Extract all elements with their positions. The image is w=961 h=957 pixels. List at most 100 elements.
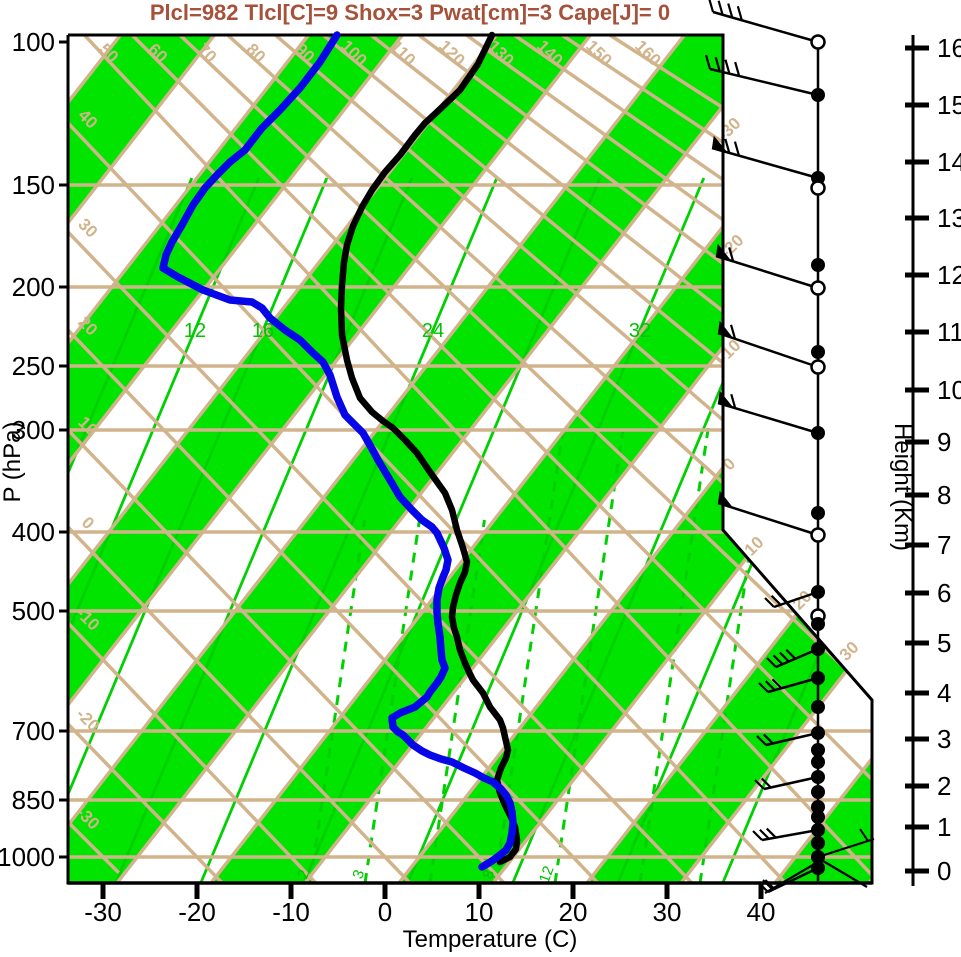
dry-adiabat-line [68,799,120,874]
wind-station-circle [810,34,826,50]
dewpoint-curve [159,31,517,871]
wind-barb-shaft [817,837,875,859]
mixing-ratio-label: 3 [349,868,368,882]
pressure-tick-label: 700 [12,716,55,746]
height-tick-label: 2 [937,771,951,801]
height-tick-label: 4 [937,678,951,708]
wind-barb-shaft [817,857,868,888]
wind-station-dot [811,506,825,520]
isotherm-label: 30 [836,638,863,665]
moist-adiabat-label: 12 [184,320,206,342]
wind-barb-tick [777,592,789,604]
wind-barb-flag [716,243,732,261]
wind-station-dot [811,617,825,631]
wind-barb-shaft [715,254,819,290]
wind-station-dot [811,642,825,656]
dry-adiabat-label: 120 [435,36,468,69]
wind-barb-tick [729,324,737,340]
wind-station-dot [811,700,825,714]
wind-barb-tick [779,651,790,663]
wind-barb-flag [718,390,734,408]
height-tick-label: 5 [937,628,951,658]
dry-adiabat-label: 30 [74,215,101,242]
isotherm-band [587,35,872,883]
dry-adiabat-line [68,35,872,883]
temperature-tick-label: 10 [465,897,494,927]
wind-station-circle [810,280,826,296]
height-tick-label: 8 [937,480,951,510]
moist-adiabat-label: 32 [629,320,651,342]
wind-barb-tick [764,879,776,890]
pressure-tick-label: 150 [12,170,55,200]
wind-barb-tick [736,5,743,21]
temperature-tick-label: 40 [747,897,776,927]
wind-barb-tick [708,0,715,13]
height-tick-label: 6 [937,578,951,608]
wind-station-dot [811,810,825,824]
isotherm-line [68,35,216,883]
isotherm-band [68,35,779,883]
wind-barb-tick [764,597,775,608]
dry-adiabat-line [68,172,666,883]
height-tick-label: 14 [937,147,961,177]
mixing-ratio-line [553,429,625,883]
isotherm-line [68,35,404,883]
temperature-curve [337,31,521,866]
wind-barb-tick [770,594,782,606]
temperature-curve-line [337,31,521,866]
wind-barb-tick [734,61,741,77]
wind-barb-tick [717,0,724,16]
mixing-ratio-line [308,519,366,883]
wind-barb-tick [759,828,770,840]
wind-barb-shaft [717,501,819,537]
wind-station-dot [811,726,825,740]
height-tick-label: 11 [937,317,961,347]
height-tick-label: 7 [937,530,951,560]
wind-barb-tick [704,54,712,70]
wind-barb-shaft [767,866,819,894]
height-tick-label: 13 [937,203,961,233]
wind-station-dot [811,785,825,799]
wind-station-dot [811,743,825,757]
dry-adiabat-line [68,642,257,883]
wind-barb-tick [724,59,731,74]
mixing-ratio-label: 12 [536,864,558,885]
wind-barb-tick [758,882,769,893]
wind-barb-tick [771,678,783,690]
wind-station-circle [810,359,826,375]
height-tick-label: 12 [937,260,961,290]
height-axis-title: Height (Km) [889,423,916,551]
dry-adiabat-label: 0 [78,513,98,533]
temperature-tick-label: -20 [178,897,216,927]
wind-barb-tick [756,735,767,746]
isotherm-band [775,35,872,883]
wind-station-dot [811,585,825,599]
pressure-tick-label: 200 [12,272,55,302]
wind-station-dot [811,258,825,272]
pressure-tick-label: 500 [12,596,55,626]
wind-barb-flag [718,320,734,339]
wind-station-dot [811,770,825,784]
height-tick-label: 1 [937,812,951,842]
temperature-axis-title: Temperature (C) [403,926,578,953]
wind-station-dot [811,850,825,864]
wind-station-dot [811,755,825,769]
wind-station-dot [811,426,825,440]
wind-barb-tick [730,393,737,409]
wind-barb-flag [712,135,728,153]
dry-adiabat-line [68,327,529,883]
wind-barb-flag [718,490,734,508]
wind-barb-tick [772,654,784,666]
wind-barb-tick [859,828,869,842]
wind-barb-tick [728,247,735,262]
isotherm-line [585,35,872,883]
wind-barb-tick [764,680,776,691]
pressure-tick-label: 300 [12,415,55,445]
wind-barb-tick [727,3,734,18]
wind-station-dot [811,800,825,814]
pressure-tick-label: 1000 [0,842,55,872]
mixing-ratio-line [363,519,421,883]
